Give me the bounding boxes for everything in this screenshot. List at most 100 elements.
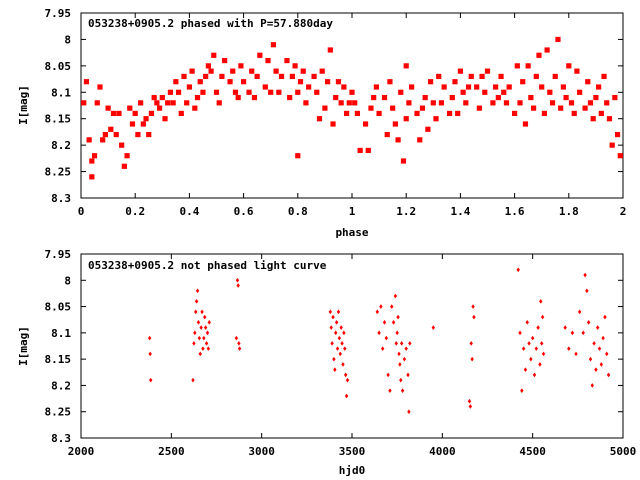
y-tick-label: 8.1 xyxy=(51,327,71,340)
data-point xyxy=(472,314,476,320)
data-point xyxy=(536,325,540,330)
data-point xyxy=(384,131,390,138)
x-tick-label: 1.4 xyxy=(450,205,470,218)
data-point xyxy=(241,79,247,85)
data-point xyxy=(417,137,423,143)
data-point xyxy=(549,100,556,106)
data-point xyxy=(400,388,405,393)
data-point xyxy=(404,346,408,351)
data-point xyxy=(202,335,206,341)
data-point xyxy=(265,57,271,64)
data-point xyxy=(211,52,217,58)
data-point xyxy=(300,68,306,74)
data-point xyxy=(375,309,379,315)
x-tick-label: 1.6 xyxy=(505,205,525,218)
data-point xyxy=(552,73,558,80)
x-tick-label: 5000 xyxy=(610,445,637,458)
x-tick-label: 1.2 xyxy=(396,205,416,218)
data-point xyxy=(362,121,369,127)
data-point xyxy=(604,100,610,106)
data-point xyxy=(402,356,407,362)
data-point xyxy=(517,100,523,106)
data-point xyxy=(479,73,485,80)
data-point xyxy=(195,288,200,294)
y-tick-label: 8.25 xyxy=(45,406,72,419)
x-tick-label: 1.8 xyxy=(559,205,579,218)
data-point xyxy=(547,89,553,95)
y-axis-label: I[mag] xyxy=(17,85,30,125)
x-tick-label: 1 xyxy=(349,205,356,218)
data-point xyxy=(390,304,394,309)
data-point xyxy=(143,116,149,122)
y-tick-label: 8.2 xyxy=(51,379,71,392)
data-point xyxy=(333,94,339,101)
x-tick-label: 2 xyxy=(620,205,627,218)
data-point xyxy=(333,367,337,372)
data-point xyxy=(357,147,363,154)
data-point xyxy=(501,89,507,95)
data-point xyxy=(251,94,258,101)
data-point xyxy=(303,100,309,106)
data-point xyxy=(186,84,192,90)
data-point xyxy=(342,330,346,336)
data-point xyxy=(414,110,420,117)
data-point xyxy=(528,94,534,101)
data-point xyxy=(534,346,538,351)
data-point xyxy=(129,121,136,127)
data-point xyxy=(345,377,350,383)
data-point xyxy=(189,68,195,74)
data-point xyxy=(335,346,340,351)
data-point xyxy=(216,100,222,106)
data-point xyxy=(476,105,482,111)
data-point xyxy=(446,110,453,117)
y-tick-label: 8 xyxy=(64,274,71,287)
data-point xyxy=(536,52,542,58)
data-point xyxy=(498,73,504,80)
data-point xyxy=(387,79,393,85)
data-point xyxy=(232,89,239,95)
data-point xyxy=(201,346,205,351)
data-point xyxy=(198,351,202,357)
data-point xyxy=(484,68,491,74)
data-point xyxy=(330,121,336,127)
data-point xyxy=(167,89,174,95)
data-point xyxy=(512,110,518,117)
data-point xyxy=(469,341,473,346)
data-point xyxy=(116,110,122,117)
data-point xyxy=(379,304,383,309)
data-point xyxy=(371,94,377,101)
data-point xyxy=(328,309,333,315)
data-point xyxy=(205,63,211,69)
data-point xyxy=(284,57,290,64)
data-point xyxy=(162,116,168,122)
data-point xyxy=(523,367,528,372)
data-point xyxy=(135,131,141,138)
data-point xyxy=(400,158,407,164)
data-point xyxy=(238,63,244,69)
data-point xyxy=(455,110,461,117)
data-point xyxy=(603,314,607,320)
data-point xyxy=(419,105,426,111)
data-point xyxy=(596,325,600,330)
data-point xyxy=(427,79,434,85)
data-point xyxy=(409,84,415,90)
y-tick-label: 8.15 xyxy=(45,353,72,366)
data-point xyxy=(213,89,220,95)
data-point xyxy=(590,383,594,388)
data-point xyxy=(403,63,409,69)
data-point xyxy=(463,100,469,106)
data-point xyxy=(105,105,111,111)
data-point xyxy=(334,330,338,336)
data-point xyxy=(605,351,609,357)
data-point xyxy=(452,79,458,85)
data-point xyxy=(292,63,298,69)
x-tick-label: 3500 xyxy=(339,445,366,458)
data-point xyxy=(194,94,201,101)
data-point xyxy=(306,84,312,90)
data-point xyxy=(587,100,594,106)
data-point xyxy=(474,84,480,90)
data-point xyxy=(331,314,335,320)
unphased-light-curve-panel: 2000 2500 3000 3500 4000 4500 5000 7.95 8 8.05 8.1… xyxy=(17,248,636,477)
data-point xyxy=(612,94,618,101)
data-point xyxy=(394,341,398,346)
